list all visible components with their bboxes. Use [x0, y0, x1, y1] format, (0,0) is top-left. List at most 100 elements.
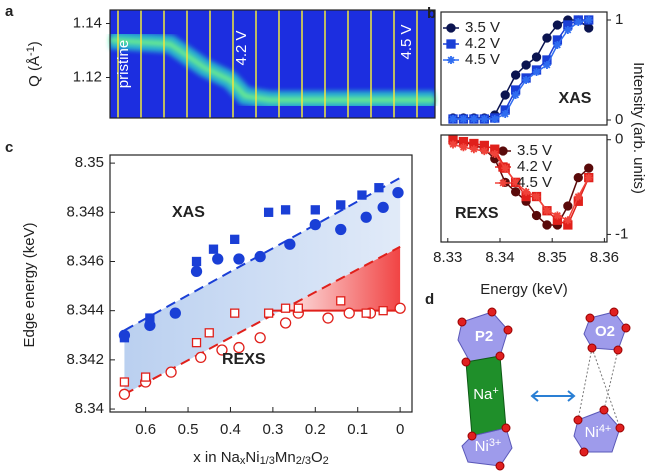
atom: [587, 343, 597, 353]
atom: [599, 405, 609, 415]
text-part: P2: [475, 328, 493, 345]
marker: [119, 377, 130, 387]
legend-label: 3.5 V: [465, 19, 500, 36]
marker: [532, 68, 541, 76]
marker: [449, 115, 458, 123]
text-part: Ni: [475, 438, 489, 455]
atom: [585, 313, 595, 323]
marker: [394, 302, 406, 314]
marker: [584, 16, 593, 24]
text-part: Ni: [245, 449, 259, 466]
panel-letter: b: [427, 5, 436, 22]
x-tick-label: 0: [396, 421, 404, 438]
marker: [531, 210, 542, 221]
legend-label: 4.5 V: [517, 174, 552, 191]
marker: [279, 317, 292, 329]
marker: [336, 296, 346, 306]
y-tick-label: 8.346: [66, 252, 104, 269]
subscript: 2: [323, 455, 329, 467]
marker: [522, 187, 531, 196]
legend-label: 4.2 V: [465, 35, 500, 52]
marker: [216, 344, 228, 356]
x-tick-label: 8.35: [538, 249, 567, 266]
marker: [542, 61, 551, 69]
marker: [574, 192, 583, 201]
marker: [191, 256, 202, 267]
text-part: x in Na: [193, 449, 240, 466]
marker: [500, 90, 510, 100]
marker: [280, 205, 291, 215]
marker: [498, 146, 508, 156]
marker: [195, 351, 207, 364]
marker: [322, 312, 334, 324]
marker: [230, 234, 240, 245]
marker: [254, 332, 266, 344]
marker: [145, 313, 155, 323]
legend-label: 4.5 V: [465, 51, 500, 68]
text-part: Na: [473, 386, 493, 403]
marker: [357, 190, 367, 200]
marker: [552, 20, 563, 30]
legend-label: 4.2 V: [517, 158, 552, 175]
superscript: 3+: [489, 437, 502, 449]
y-tick-label: 0: [615, 131, 623, 148]
atom: [615, 423, 625, 433]
marker: [501, 110, 510, 118]
annotation: 4.5 V: [398, 24, 415, 59]
y-tick-label: 8.344: [66, 302, 104, 319]
marker: [309, 218, 321, 231]
ion-label: Ni3+: [475, 437, 502, 455]
atom: [487, 307, 497, 317]
marker: [293, 303, 303, 313]
site-label: O2: [595, 323, 615, 340]
atom: [621, 323, 631, 333]
marker: [584, 23, 594, 33]
plot-frame: [440, 11, 608, 126]
marker: [573, 172, 583, 183]
site-label: P2: [475, 328, 493, 345]
x-tick-label: 0.6: [135, 421, 156, 438]
text-part: O2: [595, 323, 615, 340]
atom: [467, 431, 477, 441]
marker: [190, 265, 203, 277]
marker: [469, 115, 478, 123]
ion-label: Ni4+: [585, 423, 612, 441]
subscript: 2/3: [296, 455, 311, 467]
marker: [233, 341, 245, 354]
marker: [490, 149, 499, 158]
marker: [584, 163, 594, 173]
x-tick-label: 0.1: [347, 421, 368, 438]
arrow: [530, 390, 576, 402]
x-tick-label: 0.4: [220, 421, 241, 438]
plot-frame: [109, 154, 413, 413]
atom: [503, 325, 513, 335]
marker: [542, 220, 552, 230]
marker: [521, 60, 531, 70]
marker: [553, 211, 562, 220]
marker: [212, 253, 224, 265]
marker: [563, 216, 572, 225]
marker: [447, 56, 455, 64]
y-tick-label: 1.14: [73, 14, 102, 31]
marker: [522, 76, 531, 84]
atom: [457, 317, 467, 327]
subscript: x: [240, 455, 246, 467]
marker: [511, 91, 520, 99]
marker: [360, 211, 372, 223]
atom: [573, 415, 583, 425]
marker: [531, 52, 542, 62]
y-tick-label: 1: [615, 11, 623, 28]
marker: [233, 253, 245, 265]
superscript: -1: [25, 46, 37, 56]
text-part: Ni: [585, 424, 599, 441]
marker: [208, 244, 219, 254]
atom: [609, 307, 619, 317]
annotation: REXS: [222, 351, 266, 368]
atom: [613, 345, 623, 355]
annotation: XAS: [172, 204, 205, 221]
annotation: 4.2 V: [233, 30, 250, 65]
marker: [377, 201, 389, 214]
marker: [335, 223, 347, 236]
y-tick-label: 1.12: [73, 68, 102, 85]
y-tick-label: 0: [615, 111, 623, 128]
